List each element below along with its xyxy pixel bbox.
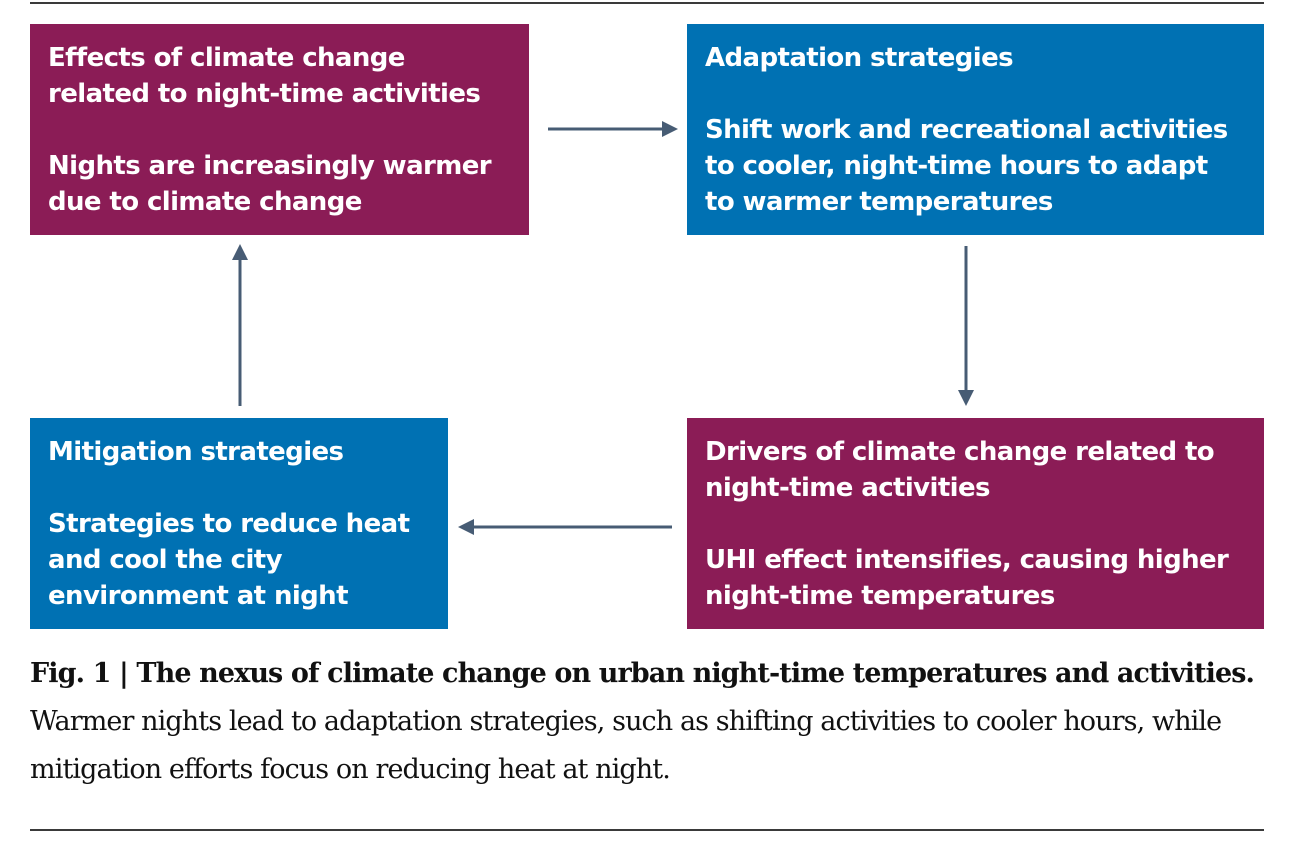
effects-heading-line: related to night-time activities <box>48 79 481 109</box>
bottom-rule <box>30 829 1264 831</box>
arrow-adaptation-to-drivers <box>958 246 974 406</box>
drivers-heading-line: night-time activities <box>705 473 990 503</box>
effects-body-line: Nights are increasingly warmer <box>48 151 492 181</box>
arrow-effects-to-adaptation <box>548 121 678 137</box>
effects-body-line: due to climate change <box>48 187 362 217</box>
caption-label: Fig. 1 | The nexus of climate change on … <box>30 658 1255 689</box>
mitigation-box: Mitigation strategies Strategies to redu… <box>30 418 448 629</box>
figure-caption: Fig. 1 | The nexus of climate change on … <box>30 650 1270 794</box>
arrow-mitigation-to-effects <box>232 244 248 406</box>
mitigation-body-line: and cool the city <box>48 545 283 575</box>
mitigation-body-line: Strategies to reduce heat <box>48 509 410 539</box>
adaptation-body-line: Shift work and recreational activities <box>705 115 1228 145</box>
effects-heading-line: Effects of climate change <box>48 43 405 73</box>
top-rule <box>30 2 1264 4</box>
adaptation-body: Shift work and recreational activities t… <box>705 112 1246 220</box>
adaptation-body-line: to warmer temperatures <box>705 187 1053 217</box>
arrow-drivers-to-mitigation <box>458 519 672 535</box>
drivers-heading-line: Drivers of climate change related to <box>705 437 1215 467</box>
adaptation-body-line: to cooler, night-time hours to adapt <box>705 151 1208 181</box>
caption-text: Warmer nights lead to adaptation strateg… <box>30 706 1222 785</box>
drivers-body-line: night-time temperatures <box>705 581 1055 611</box>
adaptation-heading-line: Adaptation strategies <box>705 43 1014 73</box>
effects-body: Nights are increasingly warmer due to cl… <box>48 148 511 220</box>
adaptation-box: Adaptation strategies Shift work and rec… <box>687 24 1264 235</box>
drivers-body-line: UHI effect intensifies, causing higher <box>705 545 1229 575</box>
mitigation-heading: Mitigation strategies <box>48 434 430 470</box>
effects-box: Effects of climate change related to nig… <box>30 24 529 235</box>
adaptation-heading: Adaptation strategies <box>705 40 1246 76</box>
drivers-heading: Drivers of climate change related to nig… <box>705 434 1246 506</box>
mitigation-heading-line: Mitigation strategies <box>48 437 344 467</box>
drivers-box: Drivers of climate change related to nig… <box>687 418 1264 629</box>
drivers-body: UHI effect intensifies, causing higher n… <box>705 542 1246 614</box>
mitigation-body: Strategies to reduce heat and cool the c… <box>48 506 430 614</box>
effects-heading: Effects of climate change related to nig… <box>48 40 511 112</box>
mitigation-body-line: environment at night <box>48 581 349 611</box>
